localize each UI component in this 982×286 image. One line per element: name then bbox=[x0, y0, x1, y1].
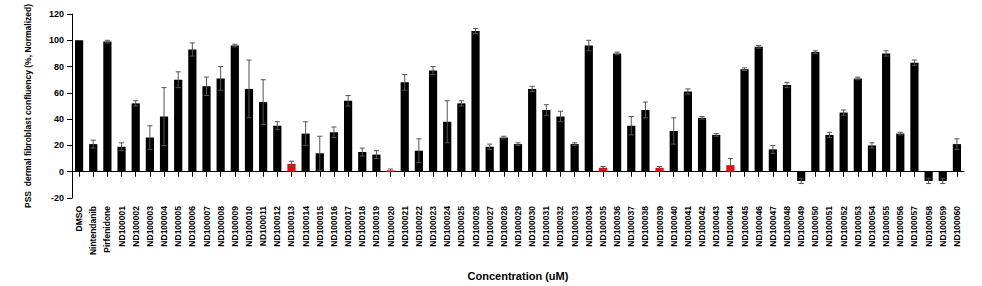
svg-text:ND100028: ND100028 bbox=[499, 206, 509, 247]
svg-text:ND100006: ND100006 bbox=[187, 206, 197, 247]
svg-text:ND100022: ND100022 bbox=[414, 206, 424, 247]
svg-text:ND100038: ND100038 bbox=[640, 206, 650, 247]
svg-text:ND100052: ND100052 bbox=[839, 206, 849, 247]
svg-text:ND100049: ND100049 bbox=[796, 206, 806, 247]
svg-text:ND100011: ND100011 bbox=[258, 206, 268, 246]
svg-text:ND100010: ND100010 bbox=[244, 206, 254, 247]
svg-text:ND100060: ND100060 bbox=[952, 206, 962, 247]
svg-text:0: 0 bbox=[59, 167, 64, 177]
svg-text:120: 120 bbox=[49, 9, 64, 19]
svg-text:ND100046: ND100046 bbox=[754, 206, 764, 247]
svg-text:ND100055: ND100055 bbox=[881, 206, 891, 247]
svg-text:ND100031: ND100031 bbox=[541, 206, 551, 247]
svg-text:ND100034: ND100034 bbox=[584, 206, 594, 247]
svg-text:ND100033: ND100033 bbox=[570, 206, 580, 247]
svg-text:ND100007: ND100007 bbox=[202, 206, 212, 247]
svg-text:Concentration (uM): Concentration (uM) bbox=[468, 270, 569, 282]
svg-text:ND100050: ND100050 bbox=[810, 206, 820, 247]
svg-text:ND100008: ND100008 bbox=[216, 206, 226, 247]
svg-text:ND100054: ND100054 bbox=[867, 206, 877, 247]
svg-text:40: 40 bbox=[54, 114, 64, 124]
svg-text:ND100003: ND100003 bbox=[145, 206, 155, 247]
svg-text:ND100019: ND100019 bbox=[371, 206, 381, 247]
svg-text:ND100027: ND100027 bbox=[485, 206, 495, 247]
svg-text:ND100057: ND100057 bbox=[909, 206, 919, 247]
svg-text:ND100009: ND100009 bbox=[230, 206, 240, 247]
svg-text:ND100036: ND100036 bbox=[612, 206, 622, 247]
svg-text:ND100058: ND100058 bbox=[924, 206, 934, 247]
svg-text:Nintendanib: Nintendanib bbox=[88, 206, 98, 255]
svg-text:ND100030: ND100030 bbox=[527, 206, 537, 247]
svg-text:ND100001: ND100001 bbox=[117, 206, 127, 247]
svg-text:ND100045: ND100045 bbox=[740, 206, 750, 247]
svg-text:ND100053: ND100053 bbox=[853, 206, 863, 247]
svg-text:DMSO: DMSO bbox=[74, 206, 84, 232]
svg-text:ND100016: ND100016 bbox=[329, 206, 339, 247]
svg-text:80: 80 bbox=[54, 62, 64, 72]
svg-text:ND100032: ND100032 bbox=[555, 206, 565, 247]
svg-text:PSS dermal fibroblast conflue: PSS dermal fibroblast confluency (%, Nor… bbox=[23, 4, 33, 208]
svg-text:Pirfenidone: Pirfenidone bbox=[102, 206, 112, 253]
svg-text:ND100048: ND100048 bbox=[782, 206, 792, 247]
svg-text:ND100035: ND100035 bbox=[598, 206, 608, 247]
svg-text:ND100037: ND100037 bbox=[626, 206, 636, 247]
svg-text:ND100039: ND100039 bbox=[655, 206, 665, 247]
svg-text:ND100018: ND100018 bbox=[357, 206, 367, 247]
svg-text:100: 100 bbox=[49, 35, 64, 45]
svg-text:ND100013: ND100013 bbox=[286, 206, 296, 247]
svg-text:ND100042: ND100042 bbox=[697, 206, 707, 247]
svg-text:ND100015: ND100015 bbox=[315, 206, 325, 247]
svg-text:ND100029: ND100029 bbox=[513, 206, 523, 247]
svg-text:20: 20 bbox=[54, 140, 64, 150]
svg-text:ND100021: ND100021 bbox=[400, 206, 410, 247]
svg-text:ND100025: ND100025 bbox=[456, 206, 466, 247]
svg-text:ND100041: ND100041 bbox=[683, 206, 693, 247]
svg-text:ND100056: ND100056 bbox=[895, 206, 905, 247]
svg-text:60: 60 bbox=[54, 88, 64, 98]
svg-text:ND100051: ND100051 bbox=[824, 206, 834, 247]
svg-text:ND100017: ND100017 bbox=[343, 206, 353, 247]
svg-text:ND100040: ND100040 bbox=[669, 206, 679, 247]
svg-text:ND100059: ND100059 bbox=[938, 206, 948, 247]
svg-text:ND100026: ND100026 bbox=[471, 206, 481, 247]
svg-text:ND100005: ND100005 bbox=[173, 206, 183, 247]
svg-text:ND100014: ND100014 bbox=[301, 206, 311, 247]
svg-text:ND100002: ND100002 bbox=[131, 206, 141, 247]
svg-text:-20: -20 bbox=[51, 193, 64, 203]
svg-text:ND100012: ND100012 bbox=[272, 206, 282, 247]
svg-text:ND100024: ND100024 bbox=[442, 206, 452, 247]
svg-text:ND100023: ND100023 bbox=[428, 206, 438, 247]
svg-text:ND100020: ND100020 bbox=[386, 206, 396, 247]
svg-text:ND100044: ND100044 bbox=[725, 206, 735, 247]
svg-text:ND100047: ND100047 bbox=[768, 206, 778, 247]
svg-text:ND100004: ND100004 bbox=[159, 206, 169, 247]
svg-text:ND100043: ND100043 bbox=[711, 206, 721, 247]
